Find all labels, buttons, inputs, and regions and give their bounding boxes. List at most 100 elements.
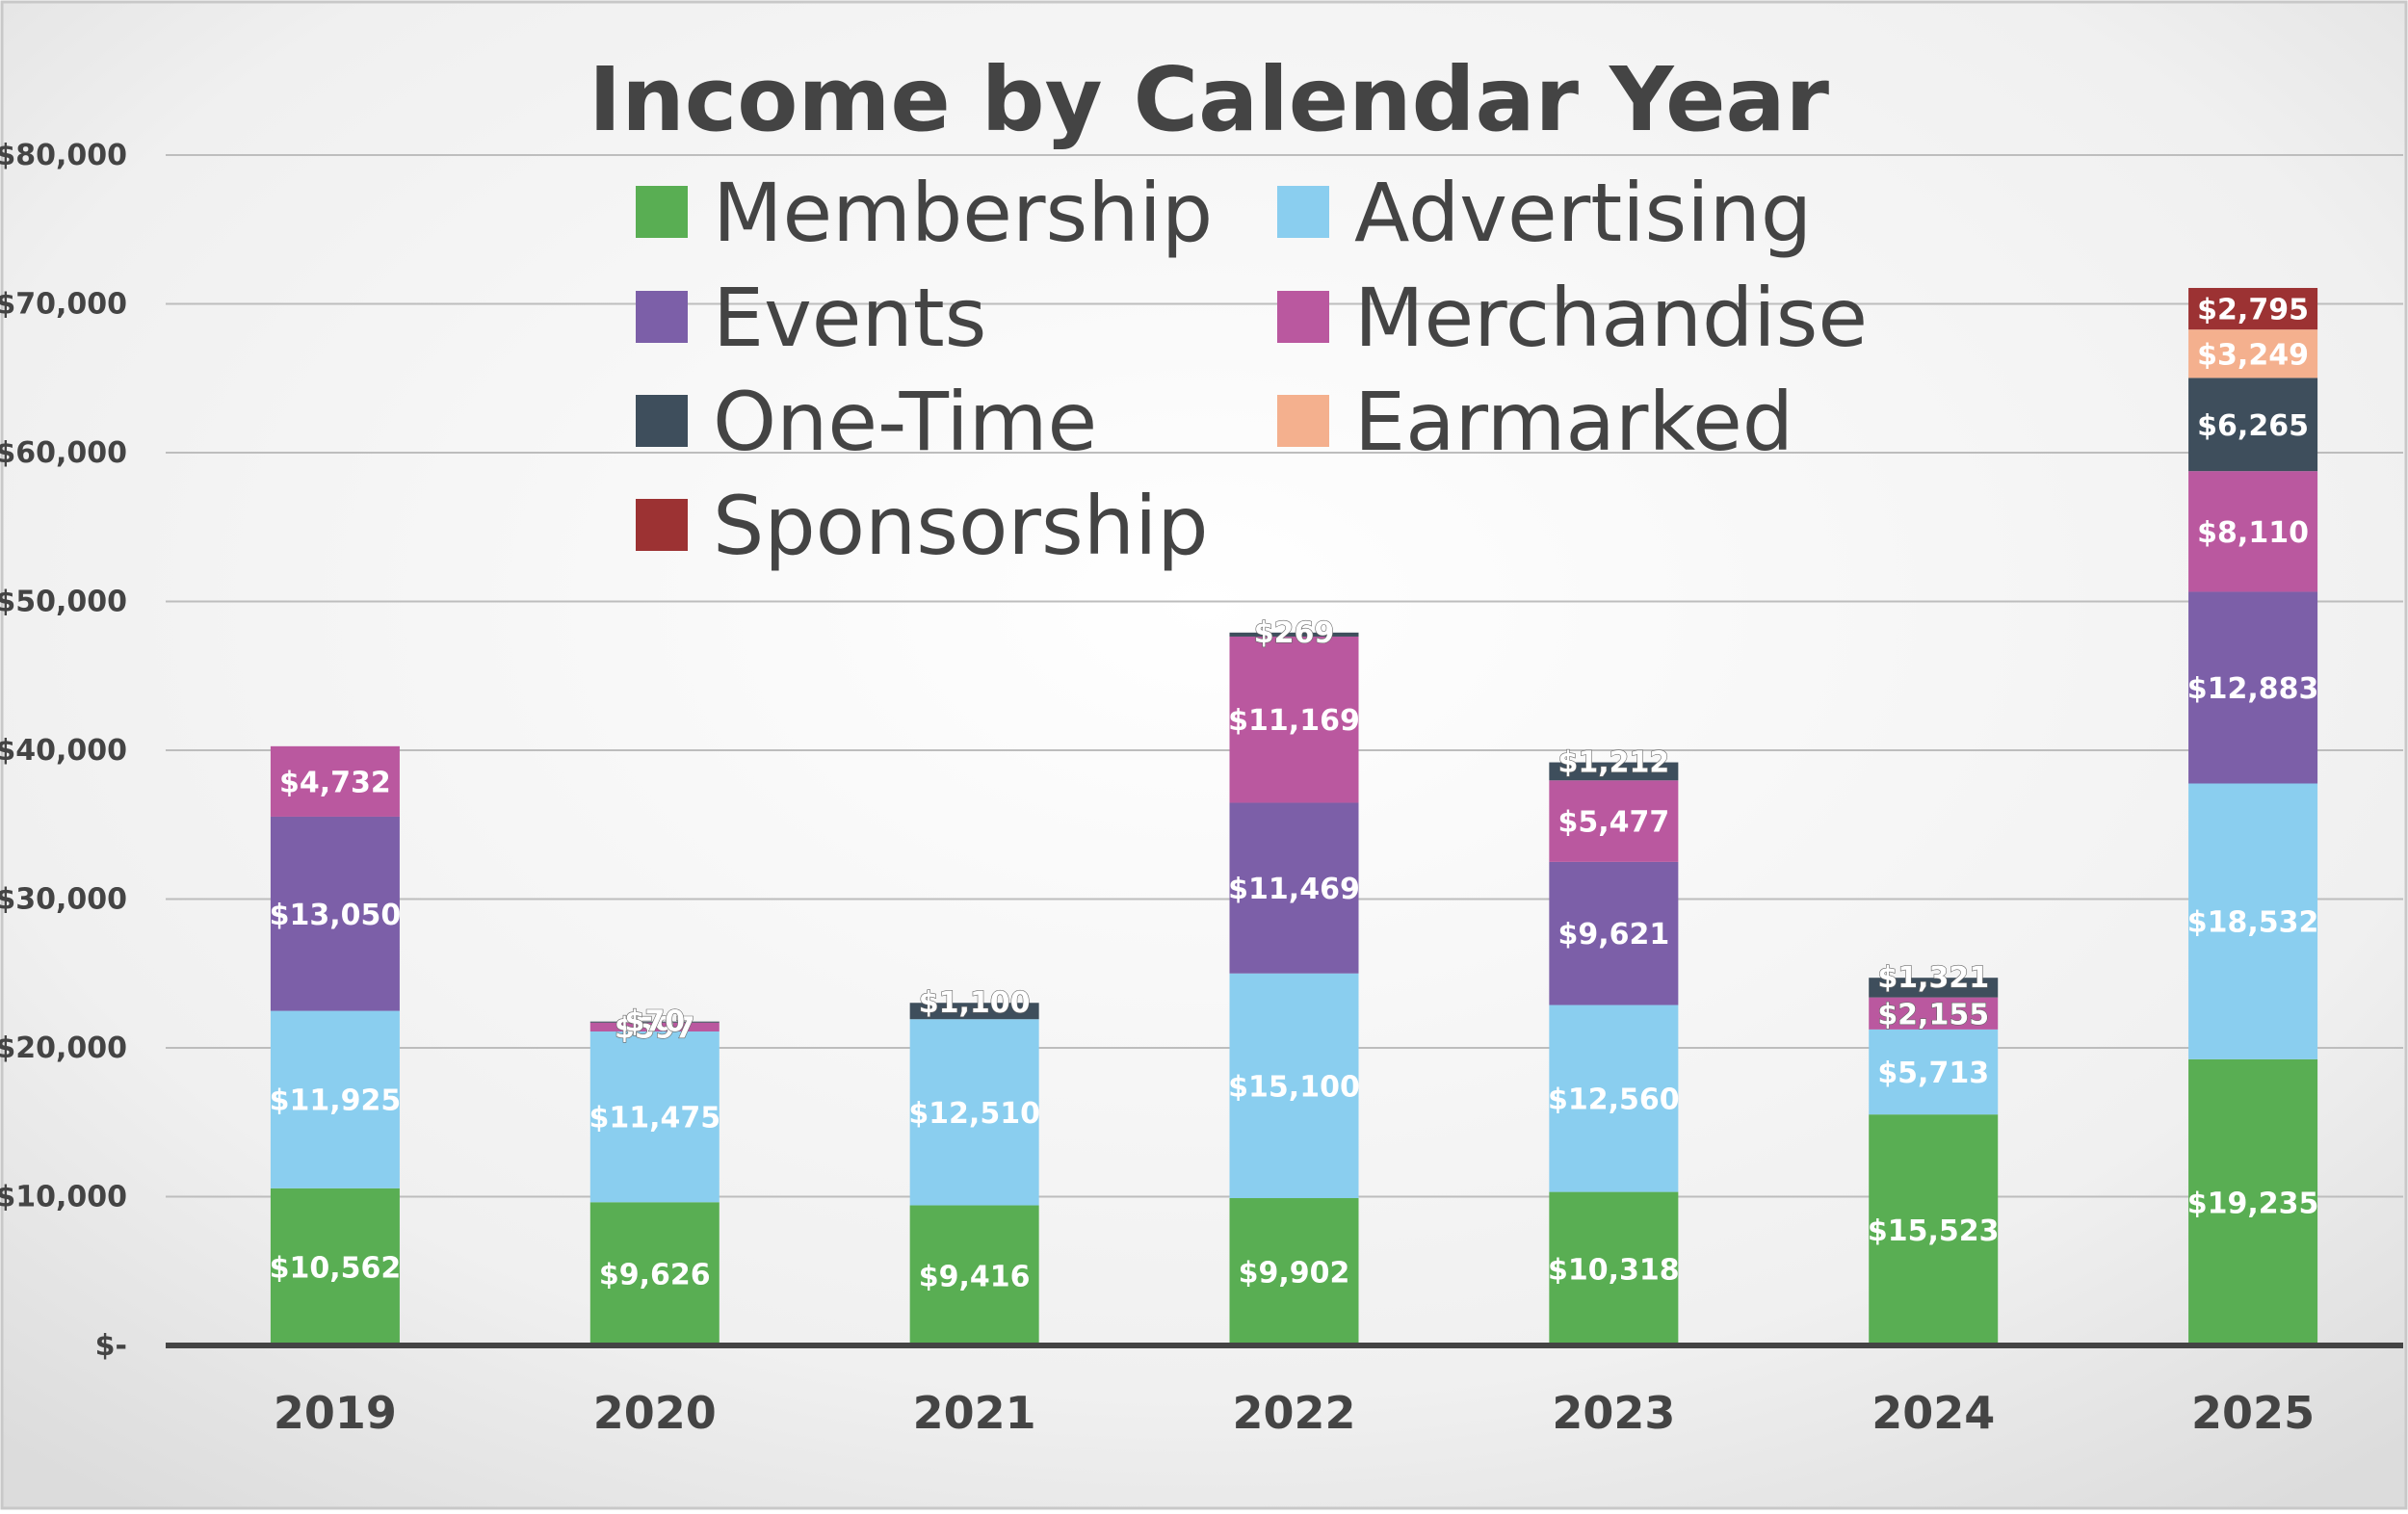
data-label: $3,249 [2197, 338, 2309, 372]
x-tick-label: 2019 [274, 1387, 397, 1439]
legend: Membership Advertising Events Merchandise On… [636, 166, 1868, 573]
x-tick-label: 2021 [913, 1387, 1036, 1439]
bar-segment [1229, 802, 1359, 974]
legend-swatch [636, 291, 688, 343]
y-tick-label: $60,000 [0, 436, 127, 470]
data-label: $11,475 [589, 1102, 720, 1136]
data-label: $269 [1254, 616, 1335, 650]
x-tick-label: 2020 [593, 1387, 717, 1439]
gridlines [166, 154, 2403, 1198]
data-label: $12,883 [2187, 672, 2319, 706]
bar-segment [2188, 783, 2318, 1059]
data-label: $12,510 [908, 1097, 1040, 1131]
data-label: $11,469 [1228, 873, 1360, 906]
y-tick-label: $30,000 [0, 883, 127, 917]
bar-segment [909, 1205, 1039, 1345]
data-label: $12,560 [1548, 1083, 1680, 1117]
legend-swatch [636, 499, 688, 551]
bar-segment [270, 745, 400, 817]
data-label: $19,235 [2187, 1187, 2319, 1220]
data-label: $9,902 [1239, 1257, 1350, 1291]
data-label: $4,732 [279, 766, 391, 799]
legend-label: Merchandise [1354, 271, 1868, 365]
legend-swatch [1277, 291, 1329, 343]
legend-label: Events [713, 271, 986, 365]
bar-segment [1229, 973, 1359, 1199]
bar-segment [2188, 329, 2318, 378]
data-label: $2,795 [2197, 294, 2309, 327]
y-tick-label: $40,000 [0, 734, 127, 768]
bar-segment [909, 1019, 1039, 1206]
legend-swatch [636, 395, 688, 447]
y-tick-label: $80,000 [0, 139, 127, 172]
bar-segment [270, 1188, 400, 1345]
legend-label: Advertising [1354, 166, 1812, 260]
data-label: $15,100 [1228, 1070, 1360, 1104]
legend-label: One-Time [713, 375, 1097, 469]
data-label: $9,416 [919, 1260, 1031, 1293]
bar-segment [589, 1031, 720, 1203]
data-label: $1,321 [1877, 961, 1989, 995]
data-label: $6,265 [2197, 409, 2309, 443]
x-tick-label: 2024 [1871, 1387, 1995, 1439]
bar-segment [1229, 636, 1359, 803]
data-label: $5,477 [1557, 806, 1669, 840]
data-label: $10,562 [270, 1251, 402, 1285]
y-tick-label: $- [95, 1329, 127, 1363]
data-label: $2,155 [1877, 998, 1989, 1031]
bar-segment [270, 816, 400, 1011]
bar-segment [2188, 287, 2318, 330]
data-label: $5,713 [1877, 1057, 1989, 1090]
bar-segment [1229, 632, 1359, 637]
bar-segment [1869, 997, 1999, 1030]
bar-segment [909, 1003, 1039, 1020]
data-label: $9,626 [599, 1259, 711, 1292]
data-label: $18,532 [2187, 906, 2319, 940]
data-label: $70 [624, 1005, 685, 1039]
data-label: $597 [615, 1011, 695, 1045]
bar-segment [270, 1010, 400, 1188]
x-tick-label: 2022 [1232, 1387, 1355, 1439]
bar-segment [1549, 780, 1679, 862]
legend-label: Earmarked [1354, 375, 1793, 469]
y-tick-label: $50,000 [0, 586, 127, 619]
axes: $- $10,000 $20,000 $30,000 $40,000 $50,000 $60… [0, 139, 2403, 1439]
bar-segment [1869, 1029, 1999, 1115]
data-label: $10,318 [1548, 1253, 1680, 1287]
bar-segment [2188, 591, 2318, 784]
bar-segment [589, 1021, 720, 1023]
data-label: $11,169 [1228, 704, 1360, 738]
legend-label: Sponsorship [713, 479, 1209, 573]
bar-segment [1549, 861, 1679, 1005]
bars: $10,562 $11,925 $13,050 $4,732 $9,626 $11,475… [270, 287, 2319, 1345]
data-label: $11,925 [270, 1084, 402, 1118]
bar-segment [1549, 1005, 1679, 1192]
legend-swatch [1277, 395, 1329, 447]
legend-swatch [1277, 186, 1329, 238]
bar-segment [1869, 1114, 1999, 1345]
x-tick-label: 2023 [1552, 1387, 1675, 1439]
legend-label: Membership [713, 166, 1213, 260]
bar-segment [1869, 978, 1999, 998]
bar-segment [1549, 762, 1679, 781]
data-label: $1,212 [1557, 746, 1669, 780]
bar-segment [2188, 471, 2318, 592]
y-tick-label: $20,000 [0, 1031, 127, 1065]
chart-title: Income by Calendar Year [589, 48, 1830, 151]
bar-segment [589, 1022, 720, 1031]
data-label: $8,110 [2197, 516, 2309, 550]
y-tick-label: $10,000 [0, 1181, 127, 1214]
bar-segment [2188, 1058, 2318, 1345]
bar-segment [1549, 1191, 1679, 1345]
bar-segment [2188, 378, 2318, 472]
data-label: $13,050 [270, 899, 402, 932]
legend-swatch [636, 186, 688, 238]
data-label: $15,523 [1868, 1214, 2000, 1248]
y-tick-label: $70,000 [0, 288, 127, 322]
x-tick-label: 2025 [2191, 1387, 2315, 1439]
bar-segment [1229, 1198, 1359, 1345]
data-label: $1,100 [919, 986, 1031, 1020]
